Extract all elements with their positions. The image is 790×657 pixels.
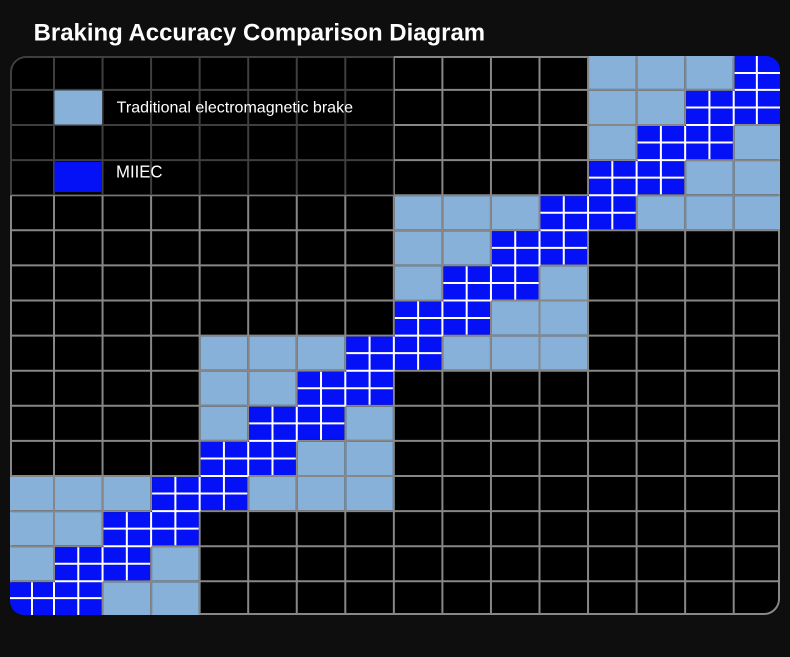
svg-text:Traditional electromagnetic br: Traditional electromagnetic brake: [117, 100, 353, 117]
svg-text:Braking Accuracy Comparison Di: Braking Accuracy Comparison Diagram: [34, 20, 486, 47]
svg-text:MIIEC: MIIEC: [116, 162, 163, 182]
